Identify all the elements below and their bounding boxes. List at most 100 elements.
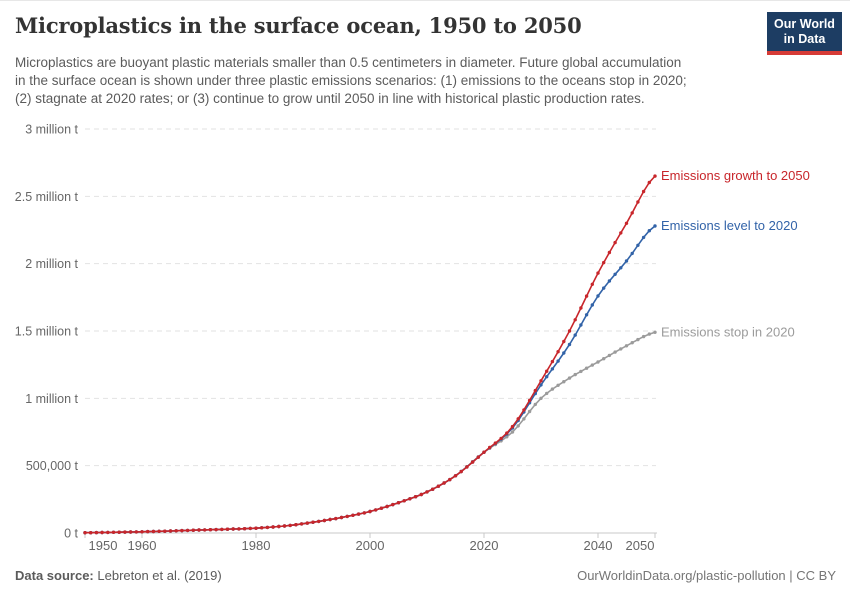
x-tick-label: 1980 <box>242 538 271 553</box>
y-tick-label: 3 million t <box>25 123 78 137</box>
series-dot-emissions-growth-to-2050 <box>305 521 309 525</box>
series-label-emissions-stop-in-2020: Emissions stop in 2020 <box>661 324 795 339</box>
series-dot-emissions-growth-to-2050 <box>510 424 515 429</box>
x-tick-label: 2050 <box>626 538 655 553</box>
subtitle-line: in the surface ocean is shown under thre… <box>15 73 687 88</box>
series-dot-emissions-growth-to-2050 <box>311 520 315 524</box>
series-dot-emissions-growth-to-2050 <box>436 484 441 488</box>
series-dot-emissions-growth-to-2050 <box>425 490 429 494</box>
series-dot-emissions-growth-to-2050 <box>470 460 475 464</box>
y-tick-label: 1.5 million t <box>15 325 79 339</box>
series-dot-emissions-stop-in-2020 <box>516 424 520 428</box>
x-tick-label: 1960 <box>128 538 157 553</box>
series-dot-emissions-growth-to-2050 <box>624 221 629 225</box>
series-dot-emissions-growth-to-2050 <box>282 524 287 528</box>
series-dot-emissions-growth-to-2050 <box>482 450 486 454</box>
series-dot-emissions-level-to-2020 <box>584 313 589 317</box>
series-dot-emissions-growth-to-2050 <box>242 527 247 531</box>
series-dot-emissions-growth-to-2050 <box>573 318 577 322</box>
series-dot-emissions-growth-to-2050 <box>527 398 532 403</box>
series-dot-emissions-growth-to-2050 <box>111 530 116 534</box>
series-dot-emissions-growth-to-2050 <box>134 530 138 534</box>
owid-logo-line1: Our World <box>774 17 835 31</box>
series-dot-emissions-growth-to-2050 <box>579 306 583 310</box>
series-dot-emissions-stop-in-2020 <box>596 360 600 364</box>
series-label-emissions-growth-to-2050: Emissions growth to 2050 <box>661 168 810 183</box>
series-dot-emissions-level-to-2020 <box>653 224 657 228</box>
series-dot-emissions-growth-to-2050 <box>208 528 213 532</box>
series-dot-emissions-stop-in-2020 <box>567 376 572 380</box>
series-dot-emissions-growth-to-2050 <box>203 528 207 532</box>
series-dot-emissions-level-to-2020 <box>602 286 606 290</box>
series-dot-emissions-stop-in-2020 <box>636 337 640 342</box>
series-dot-emissions-growth-to-2050 <box>590 282 594 286</box>
series-dot-emissions-growth-to-2050 <box>385 504 389 509</box>
data-source-value: Lebreton et al. (2019) <box>97 568 222 583</box>
series-dot-emissions-level-to-2020 <box>636 243 640 247</box>
series-dot-emissions-level-to-2020 <box>545 375 549 379</box>
series-dot-emissions-growth-to-2050 <box>493 441 498 445</box>
series-dot-emissions-growth-to-2050 <box>505 431 509 435</box>
series-dot-emissions-growth-to-2050 <box>151 529 156 534</box>
series-dot-emissions-growth-to-2050 <box>584 294 589 298</box>
series-dot-emissions-growth-to-2050 <box>431 487 435 491</box>
series-dot-emissions-growth-to-2050 <box>488 445 492 450</box>
series-dot-emissions-growth-to-2050 <box>448 477 452 482</box>
series-dot-emissions-growth-to-2050 <box>499 436 503 441</box>
x-tick-label: 1950 <box>89 538 118 553</box>
series-dot-emissions-level-to-2020 <box>607 279 612 283</box>
series-dot-emissions-growth-to-2050 <box>596 271 600 275</box>
series-dot-emissions-growth-to-2050 <box>117 530 121 534</box>
series-dot-emissions-level-to-2020 <box>573 333 577 337</box>
series-dot-emissions-growth-to-2050 <box>533 388 537 393</box>
series-dot-emissions-stop-in-2020 <box>653 330 657 334</box>
series-dot-emissions-level-to-2020 <box>539 383 543 387</box>
series-dot-emissions-growth-to-2050 <box>299 522 304 526</box>
series-dot-emissions-growth-to-2050 <box>157 529 161 533</box>
series-dot-emissions-growth-to-2050 <box>396 501 401 505</box>
series-dot-emissions-growth-to-2050 <box>100 530 104 535</box>
series-dot-emissions-growth-to-2050 <box>516 417 520 421</box>
series-dot-emissions-growth-to-2050 <box>636 200 640 204</box>
series-dot-emissions-level-to-2020 <box>556 359 560 363</box>
series-dot-emissions-stop-in-2020 <box>613 350 617 354</box>
series-dot-emissions-stop-in-2020 <box>533 402 537 407</box>
series-dot-emissions-growth-to-2050 <box>231 527 235 531</box>
series-dot-emissions-growth-to-2050 <box>453 474 458 478</box>
series-line-emissions-stop-in-2020 <box>85 331 656 534</box>
series-dot-emissions-growth-to-2050 <box>402 499 406 503</box>
series-dot-emissions-growth-to-2050 <box>619 231 623 235</box>
chart-footer: Data source: Lebreton et al. (2019) OurW… <box>15 568 836 583</box>
series-dot-emissions-growth-to-2050 <box>83 531 87 535</box>
series-dot-emissions-stop-in-2020 <box>505 435 509 439</box>
series-dot-emissions-growth-to-2050 <box>168 529 173 533</box>
series-dot-emissions-growth-to-2050 <box>413 495 418 499</box>
series-dot-emissions-stop-in-2020 <box>510 430 515 434</box>
series-dot-emissions-growth-to-2050 <box>647 180 651 185</box>
series-dot-emissions-growth-to-2050 <box>442 481 446 485</box>
series-dot-emissions-growth-to-2050 <box>123 530 127 534</box>
series-dot-emissions-growth-to-2050 <box>225 527 230 531</box>
series-dot-emissions-growth-to-2050 <box>265 525 270 530</box>
series-dot-emissions-growth-to-2050 <box>339 515 344 520</box>
series-dot-emissions-growth-to-2050 <box>379 506 384 510</box>
series-dot-emissions-growth-to-2050 <box>180 528 184 533</box>
series-dot-emissions-level-to-2020 <box>567 342 572 347</box>
series-dot-emissions-growth-to-2050 <box>197 528 201 532</box>
series-dot-emissions-growth-to-2050 <box>607 250 612 255</box>
series-dot-emissions-stop-in-2020 <box>545 391 549 396</box>
series-dot-emissions-level-to-2020 <box>579 323 583 327</box>
series-dot-emissions-growth-to-2050 <box>271 525 275 529</box>
series-dot-emissions-growth-to-2050 <box>191 528 195 532</box>
subtitle-line: Microplastics are buoyant plastic materi… <box>15 55 682 70</box>
series-dot-emissions-stop-in-2020 <box>579 369 583 374</box>
series-line-emissions-growth-to-2050 <box>85 175 656 534</box>
series-dot-emissions-stop-in-2020 <box>539 396 543 400</box>
subtitle-line: (2) stagnate at 2020 rates; or (3) conti… <box>15 91 645 106</box>
series-dot-emissions-growth-to-2050 <box>94 530 99 535</box>
series-dot-emissions-growth-to-2050 <box>345 514 349 519</box>
series-dot-emissions-growth-to-2050 <box>550 359 555 364</box>
x-tick-label: 2040 <box>584 538 613 553</box>
series-dot-emissions-stop-in-2020 <box>584 366 589 370</box>
